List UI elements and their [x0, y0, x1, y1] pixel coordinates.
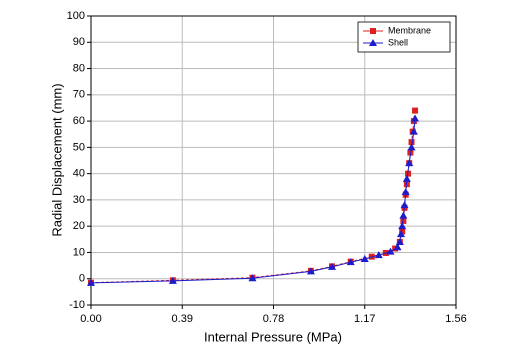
marker: [399, 228, 406, 235]
y-tick-label: -10: [69, 299, 85, 311]
y-axis-title: Radial Displacement (mm): [49, 83, 64, 236]
marker: [395, 237, 404, 245]
marker: [401, 188, 410, 196]
marker: [248, 274, 257, 282]
marker: [168, 276, 177, 284]
x-tick-label: 1.56: [445, 313, 466, 325]
marker: [327, 262, 336, 270]
legend-label: Membrane: [388, 25, 431, 35]
y-tick-label: 90: [73, 36, 85, 48]
y-tick-label: 0: [79, 273, 85, 285]
legend-marker: [370, 28, 376, 34]
y-tick-label: 60: [73, 115, 85, 127]
marker: [397, 230, 406, 238]
legend-box: [357, 21, 451, 53]
y-tick-label: 80: [73, 62, 85, 74]
marker: [412, 107, 419, 114]
marker: [400, 201, 409, 209]
y-tick-label: 100: [67, 10, 85, 22]
marker: [386, 247, 395, 255]
legend-marker: [369, 39, 377, 46]
x-axis-title: Internal Pressure (MPa): [204, 329, 342, 344]
marker: [360, 255, 369, 263]
x-tick-label: 1.17: [354, 313, 375, 325]
marker: [407, 143, 416, 151]
x-tick-label: 0.00: [80, 313, 101, 325]
marker: [409, 127, 418, 135]
marker: [87, 278, 95, 286]
x-tick-label: 0.78: [263, 313, 284, 325]
y-tick-label: 70: [73, 89, 85, 101]
marker: [411, 114, 420, 122]
marker: [408, 139, 415, 146]
marker: [374, 251, 383, 259]
x-tick-label: 0.39: [172, 313, 193, 325]
y-tick-label: 10: [73, 246, 85, 258]
y-tick-label: 40: [73, 168, 85, 180]
legend-label: Shell: [388, 37, 408, 47]
marker: [306, 267, 315, 275]
plot-frame: [90, 15, 457, 306]
series-line: [90, 110, 416, 284]
marker: [405, 159, 414, 167]
marker: [346, 258, 355, 266]
marker: [402, 174, 411, 182]
marker: [400, 217, 407, 224]
marker: [393, 243, 402, 251]
y-tick-label: 20: [73, 220, 85, 232]
y-tick-label: 50: [73, 141, 85, 153]
y-tick-label: 30: [73, 194, 85, 206]
marker: [398, 222, 407, 230]
marker: [399, 211, 408, 219]
